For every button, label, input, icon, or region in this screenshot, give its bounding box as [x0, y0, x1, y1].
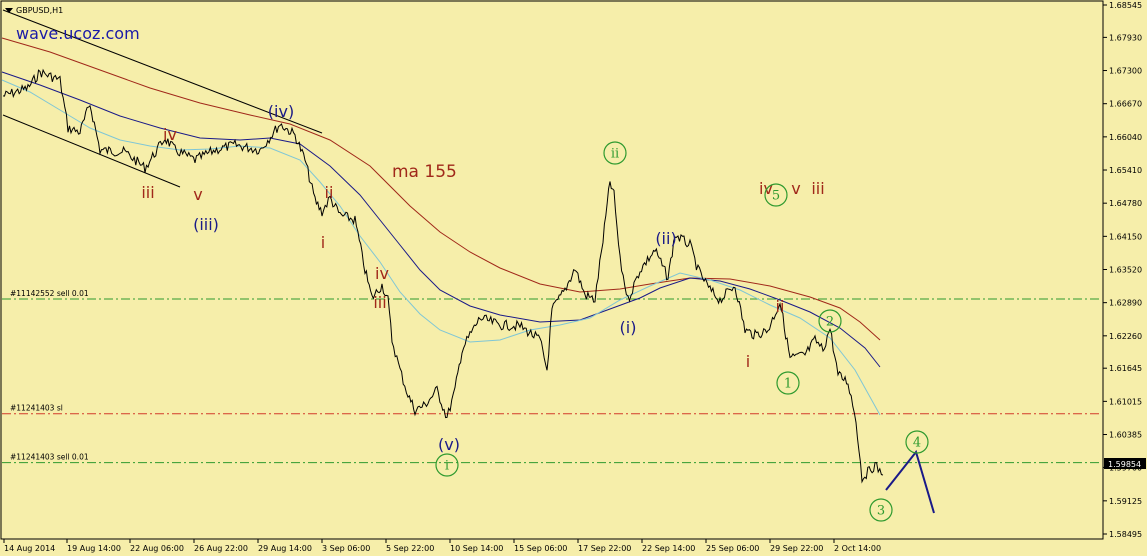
- y-tick-label: 1.66040: [1109, 133, 1142, 142]
- wave-label: (iii): [193, 215, 219, 234]
- wave-label-circled: 5: [772, 189, 780, 204]
- y-tick-label: 1.61645: [1109, 364, 1142, 373]
- y-tick-label: 1.64780: [1109, 199, 1142, 208]
- current-price-box: [1104, 458, 1146, 469]
- watermark: wave.ucoz.com: [16, 24, 140, 43]
- wave-label-circled: 4: [913, 436, 921, 451]
- wave-circle: [603, 141, 627, 165]
- x-tick-label: 2 Oct 14:00: [834, 544, 881, 553]
- y-tick-label: 1.64150: [1109, 232, 1142, 241]
- trend-channel: [2, 9, 323, 188]
- x-tick-label: 14 Aug 2014: [4, 544, 55, 553]
- dropdown-triangle-icon[interactable]: [5, 8, 13, 13]
- x-tick-label: 5 Sep 22:00: [386, 544, 434, 553]
- projection-line: [885, 449, 935, 514]
- wave-circle: [776, 371, 800, 395]
- order-line-label: #11142552 sell 0.01: [10, 289, 89, 298]
- wave-label: iv: [163, 125, 177, 144]
- wave-label-circled: 2: [826, 315, 834, 330]
- ma-155-line: [1, 37, 881, 341]
- x-tick-label: 17 Sep 22:00: [578, 544, 631, 553]
- wave-label: ii: [325, 183, 334, 202]
- y-tick-label: 1.62260: [1109, 332, 1142, 341]
- wave-label-circled: 1: [784, 377, 792, 392]
- y-tick-label: 1.67930: [1109, 33, 1142, 42]
- y-tick-label: 1.59125: [1109, 497, 1142, 506]
- y-tick-label: 1.60385: [1109, 431, 1142, 440]
- wave-circle: [818, 309, 842, 333]
- x-axis: 14 Aug 2014 19 Aug 14:00 22 Aug 06:00 26 Au…: [3, 539, 881, 553]
- price-series: [2, 68, 884, 484]
- y-tick-label: 1.62890: [1109, 299, 1142, 308]
- y-tick-label: 1.63520: [1109, 266, 1142, 275]
- current-price-marker: 1.59854: [1104, 458, 1146, 469]
- wave-label-circled: 3: [877, 504, 885, 519]
- y-tick-label: 1.68545: [1109, 1, 1142, 10]
- wave-circle: [905, 430, 929, 454]
- x-tick-label: 22 Sep 14:00: [642, 544, 695, 553]
- wave-label: iv: [375, 264, 389, 283]
- ma-short-line: [1, 79, 881, 416]
- y-tick-label: 1.66670: [1109, 100, 1142, 109]
- wave-label: (i): [620, 318, 637, 337]
- wave-circle: [435, 453, 459, 477]
- wave-label-circled: ii: [611, 147, 619, 162]
- wave-label: ii: [776, 297, 785, 316]
- moving-averages: [1, 37, 881, 416]
- order-lines: #11142552 sell 0.01 #11241403 sl #11241403…: [2, 289, 1102, 464]
- order-line-label: #11241403 sl: [10, 404, 63, 413]
- channel-lower-line: [2, 114, 181, 188]
- wave-label: (v): [438, 435, 460, 454]
- price-line: [2, 68, 884, 484]
- x-tick-label: 25 Sep 06:00: [706, 544, 759, 553]
- y-tick-label: 1.67300: [1109, 67, 1142, 76]
- y-tick-label: 1.58495: [1109, 530, 1142, 539]
- x-tick-label: 19 Aug 14:00: [67, 544, 121, 553]
- x-tick-label: 26 Aug 22:00: [194, 544, 248, 553]
- projection-path: [885, 449, 935, 514]
- y-tick-label: 1.65410: [1109, 166, 1142, 175]
- wave-circle: [869, 498, 893, 522]
- wave-circle: [764, 183, 788, 207]
- wave-label-circled: i: [445, 459, 449, 474]
- wave-label: v: [193, 185, 202, 204]
- channel-upper-line: [2, 9, 323, 134]
- wave-label: iv: [759, 179, 773, 198]
- x-tick-label: 29 Aug 14:00: [258, 544, 312, 553]
- ma-mid-line: [1, 71, 881, 368]
- wave-label: v: [791, 179, 800, 198]
- wave-label: i: [321, 233, 325, 252]
- wave-label: iii: [373, 293, 386, 312]
- x-tick-label: 10 Sep 14:00: [450, 544, 503, 553]
- wave-label: iii: [811, 179, 824, 198]
- x-tick-label: 29 Sep 22:00: [770, 544, 823, 553]
- symbol-header: GBPUSD,H1: [5, 6, 63, 15]
- wave-label: (ii): [655, 229, 676, 248]
- x-tick-label: 3 Sep 06:00: [322, 544, 370, 553]
- wave-label: i: [746, 352, 750, 371]
- x-tick-label: 22 Aug 06:00: [130, 544, 184, 553]
- y-tick-label: 1.61015: [1109, 397, 1142, 406]
- wave-label: (iv): [268, 102, 294, 121]
- order-line-label: #11241403 sell 0.01: [10, 453, 89, 462]
- current-price-label: 1.59854: [1108, 460, 1141, 469]
- ma-label: ma 155: [392, 162, 457, 182]
- wave-label: iii: [141, 183, 154, 202]
- symbol-label: GBPUSD,H1: [16, 6, 63, 15]
- x-tick-label: 15 Sep 06:00: [514, 544, 567, 553]
